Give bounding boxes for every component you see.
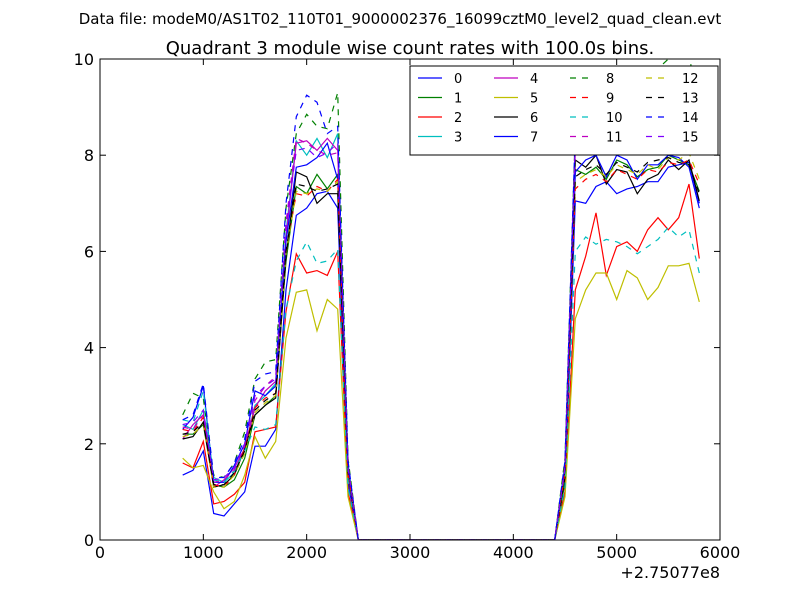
x-tick-label: 6000 bbox=[700, 543, 741, 562]
legend-label-7: 7 bbox=[530, 131, 538, 146]
y-tick-label: 0 bbox=[84, 531, 94, 550]
legend-label-4: 4 bbox=[530, 72, 538, 87]
x-tick-label: 1000 bbox=[183, 543, 224, 562]
series-line-1 bbox=[182, 154, 700, 540]
legend-label-3: 3 bbox=[454, 131, 462, 146]
series-line-10 bbox=[182, 226, 700, 540]
series-line-5 bbox=[182, 262, 700, 540]
y-tick-label: 4 bbox=[84, 339, 94, 358]
figure-suptitle: Data file: modeM0/AS1T02_110T01_90000023… bbox=[79, 10, 722, 29]
x-offset-label: +2.75077e8 bbox=[620, 563, 720, 582]
series-line-0 bbox=[182, 161, 700, 540]
y-tick-label: 10 bbox=[74, 50, 94, 69]
x-tick-label: 3000 bbox=[390, 543, 431, 562]
x-tick-label: 4000 bbox=[493, 543, 534, 562]
series-line-12 bbox=[182, 151, 700, 540]
legend-label-0: 0 bbox=[454, 72, 462, 87]
x-tick-label: 5000 bbox=[596, 543, 637, 562]
legend-label-13: 13 bbox=[682, 92, 699, 107]
legend-label-11: 11 bbox=[606, 131, 623, 146]
series-line-11 bbox=[182, 83, 700, 540]
legend-label-10: 10 bbox=[606, 111, 623, 126]
legend-label-9: 9 bbox=[606, 92, 614, 107]
chart-title: Quadrant 3 module wise count rates with … bbox=[166, 38, 655, 59]
legend-label-1: 1 bbox=[454, 92, 462, 107]
series-line-14 bbox=[182, 76, 700, 540]
series-line-9 bbox=[182, 159, 700, 540]
x-tick-label: 2000 bbox=[286, 543, 327, 562]
legend-label-2: 2 bbox=[454, 111, 462, 126]
y-tick-label: 2 bbox=[84, 435, 94, 454]
legend-label-6: 6 bbox=[530, 111, 538, 126]
legend-label-15: 15 bbox=[682, 131, 699, 146]
x-tick-label: 0 bbox=[95, 543, 105, 562]
legend-frame bbox=[409, 65, 719, 156]
legend-label-5: 5 bbox=[530, 92, 538, 107]
y-tick-label: 6 bbox=[84, 242, 94, 261]
series-line-7 bbox=[182, 141, 700, 540]
legend-label-14: 14 bbox=[682, 111, 699, 126]
series-line-2 bbox=[182, 183, 700, 540]
legend-label-12: 12 bbox=[682, 72, 699, 87]
legend-label-8: 8 bbox=[606, 72, 614, 87]
y-tick-label: 8 bbox=[84, 146, 94, 165]
